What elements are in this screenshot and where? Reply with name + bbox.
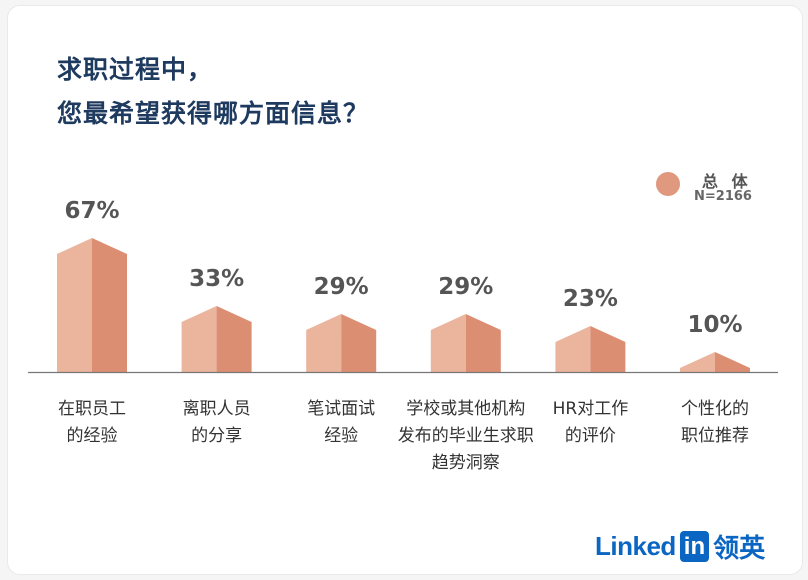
legend-label: 总 体 [702,172,752,191]
bar-5-front [555,326,591,372]
linkedin-logo[interactable]: Linked in 领英 [595,529,766,564]
bar-4-side [465,314,501,372]
bar-6-front [680,352,715,372]
category-label-3-line-2: 经验 [324,426,358,446]
value-label-2: 33% [189,266,244,292]
chart-title-line-2: 您最希望获得哪方面信息？ [57,99,370,128]
bar-1-front [57,238,92,372]
value-label-1: 67% [64,198,119,224]
category-label-4-line-3: 趋势洞察 [432,453,500,473]
category-label-1-line-1: 在职员工 [58,399,126,419]
chart-title-line-1: 求职过程中， [57,55,214,84]
bar-3-front [306,314,342,372]
value-label-3: 29% [314,274,369,300]
value-label-5: 23% [563,286,618,312]
bar-3-side [341,314,377,372]
bar-1-side [92,238,127,372]
category-label-4-line-2: 发布的毕业生求职 [398,426,534,446]
category-label-6-line-1: 个性化的 [681,399,749,419]
category-label-1-line-2: 的经验 [67,426,118,446]
category-label-4-line-1: 学校或其他机构 [406,399,525,419]
legend-sample-size: N=2166 [694,189,752,204]
logo-in-box: in [679,530,710,562]
logo-wordmark: Linked [595,530,676,561]
category-label-6-line-2: 职位推荐 [681,426,749,446]
bar-5-side [590,326,626,372]
category-label-5-line-1: HR对工作 [553,399,629,419]
logo-chinese-name: 领英 [713,533,766,564]
bar-6-side [715,352,750,372]
category-label-3-line-1: 笔试面试 [307,399,375,419]
bar-2-side [216,306,252,372]
value-label-4: 29% [438,274,493,300]
category-label-2-line-1: 离职人员 [183,399,251,419]
chart-card [8,6,802,574]
legend-swatch [656,172,680,196]
category-label-5-line-2: 的评价 [565,426,616,446]
bar-4-front [430,314,466,372]
category-label-2-line-2: 的分享 [191,426,242,446]
bar-2-front [181,306,217,372]
value-label-6: 10% [687,312,742,338]
